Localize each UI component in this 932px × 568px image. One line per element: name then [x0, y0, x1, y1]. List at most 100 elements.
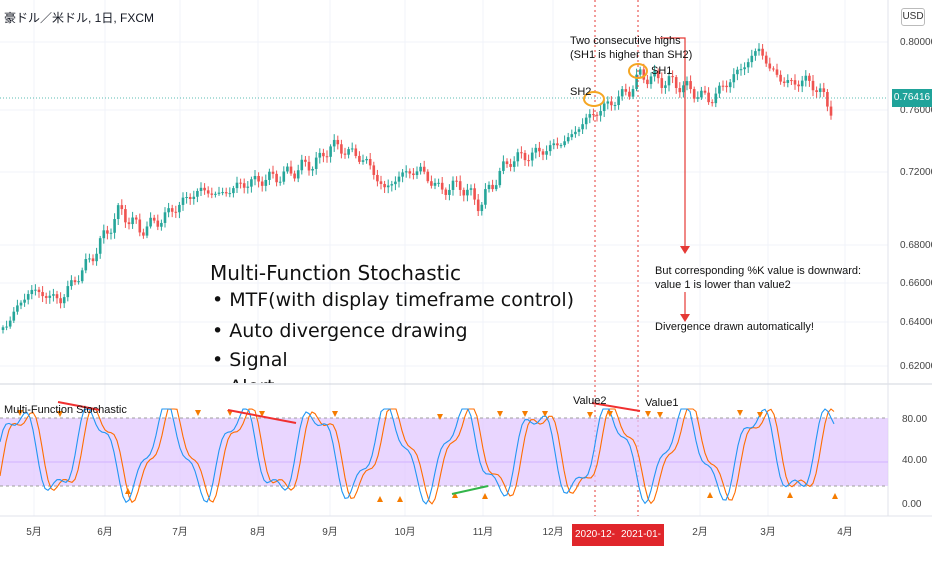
candle-body — [149, 217, 152, 227]
candle-body — [343, 153, 347, 155]
candle-body — [206, 190, 210, 194]
k-value-note-2: value 1 is lower than value2 — [655, 279, 791, 291]
bullet-alert: • Alert — [212, 376, 274, 398]
candle-body — [23, 299, 26, 303]
candle-body — [185, 197, 188, 199]
candle-body — [746, 62, 750, 68]
candle-body — [656, 70, 660, 79]
candle-body — [610, 101, 613, 106]
candle-body — [106, 230, 109, 234]
candle-body — [444, 189, 448, 195]
candle-body — [523, 152, 527, 161]
candle-body — [214, 193, 217, 195]
sh1-highlight — [628, 63, 648, 79]
candle-body — [692, 89, 696, 99]
candle-body — [37, 289, 41, 293]
candle-body — [55, 294, 59, 299]
candle-body — [689, 81, 692, 90]
candlesticks[interactable] — [1, 43, 833, 334]
candle-body — [350, 148, 354, 150]
currency-button[interactable]: USD — [901, 8, 925, 26]
candle-body — [628, 91, 631, 97]
candle-body — [386, 185, 390, 188]
candle-body — [235, 182, 239, 189]
candle-body — [563, 141, 566, 146]
indicator-axis-label: 40.00 — [902, 455, 927, 466]
indicator-name: Multi-Function Stochastic — [4, 404, 127, 416]
candle-body — [505, 161, 509, 165]
candle-body — [581, 124, 584, 130]
divergence-note: Divergence drawn automatically! — [655, 321, 814, 333]
candle-body — [772, 68, 775, 70]
candle-body — [433, 182, 437, 186]
candle-body — [98, 238, 102, 254]
candle-body — [721, 85, 725, 87]
candle-body — [109, 232, 113, 234]
candle-body — [599, 111, 602, 116]
candle-body — [448, 189, 451, 195]
symbol-title: 豪ドル／米ドル, 1日, FXCM — [4, 10, 154, 25]
candle-body — [480, 204, 484, 212]
candle-body — [419, 166, 422, 172]
candle-body — [826, 91, 829, 107]
candle-body — [48, 295, 52, 298]
buy-signal-marker — [377, 496, 383, 502]
stochastic-pane[interactable] — [0, 401, 888, 505]
headline-title: Multi-Function Stochastic — [210, 261, 461, 285]
bullish-divergence-line — [451, 485, 489, 495]
sell-signal-marker — [737, 410, 743, 416]
candle-body — [570, 134, 574, 138]
candle-body — [196, 190, 199, 197]
candle-body — [440, 182, 444, 190]
candle-body — [282, 171, 286, 182]
value1-label: Value1 — [645, 397, 678, 409]
candle-body — [178, 204, 181, 213]
candle-body — [91, 258, 95, 262]
bearish-divergence-line — [227, 409, 297, 424]
candle-body — [12, 311, 16, 321]
candle-body — [271, 171, 275, 174]
candle-body — [660, 78, 664, 88]
candle-body — [667, 76, 671, 86]
sell-signal-marker — [332, 411, 338, 417]
candle-body — [102, 230, 106, 239]
candle-body — [473, 188, 476, 200]
candle-body — [138, 219, 142, 233]
candle-body — [527, 160, 530, 162]
candle-body — [808, 75, 811, 81]
candle-body — [44, 296, 48, 298]
candle-body — [163, 212, 167, 223]
bearish-divergence-line — [591, 402, 641, 412]
candle-body — [674, 77, 678, 88]
candle-body — [520, 152, 523, 154]
candle-body — [768, 63, 772, 69]
candle-body — [95, 253, 98, 262]
candle-body — [239, 182, 242, 184]
candle-body — [725, 85, 728, 88]
candle-body — [77, 281, 80, 283]
candle-body — [19, 302, 23, 306]
candle-body — [512, 161, 516, 167]
candle-body — [152, 217, 156, 221]
candle-body — [131, 217, 134, 225]
candle-body — [142, 232, 145, 236]
value2-label: Value2 — [573, 395, 606, 407]
buy-signal-marker — [482, 493, 488, 499]
candle-body — [635, 74, 638, 89]
candle-body — [120, 205, 124, 210]
candle-body — [818, 88, 822, 93]
candle-body — [671, 76, 674, 78]
candle-body — [696, 97, 700, 99]
sh2-label: SH2 — [570, 86, 591, 98]
candle-body — [437, 182, 440, 184]
candle-body — [401, 172, 404, 177]
candle-body — [653, 70, 656, 77]
candle-body — [502, 161, 505, 171]
sell-signal-marker — [645, 411, 651, 417]
candle-body — [80, 270, 84, 282]
